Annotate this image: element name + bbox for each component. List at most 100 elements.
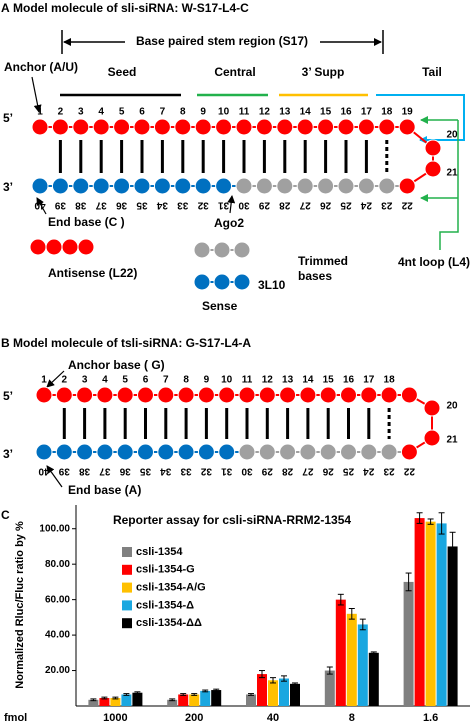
position-number: 9 xyxy=(200,107,206,118)
position-number: 36 xyxy=(119,465,131,476)
error-bar xyxy=(416,512,423,524)
nucleotide xyxy=(233,273,251,291)
five-prime: 5’ xyxy=(3,389,13,403)
position-number: 14 xyxy=(300,107,312,118)
nucleotide xyxy=(157,386,175,404)
position-number: 29 xyxy=(258,199,270,210)
five-prime: 5’ xyxy=(3,111,13,125)
y-tick-label: 80.00 xyxy=(45,559,70,570)
bar xyxy=(178,694,189,706)
nucleotide xyxy=(31,118,49,136)
three-prime: 3’ xyxy=(3,180,13,194)
position-number: 16 xyxy=(340,107,352,118)
position-number: 23 xyxy=(381,199,393,210)
nucleotide xyxy=(235,118,253,136)
position-number: 23 xyxy=(383,465,395,476)
y-tick-label: 60.00 xyxy=(45,594,70,605)
nucleotide xyxy=(360,386,378,404)
nucleotide xyxy=(116,386,134,404)
nucleotide xyxy=(398,177,416,195)
legend-swatch xyxy=(122,618,132,629)
position-number: 19 xyxy=(402,107,414,118)
legend-label: csli-1354-ΔΔ xyxy=(136,617,202,629)
position-number: 2 xyxy=(58,107,64,118)
end-base-arrow xyxy=(46,465,63,488)
position-number: 39 xyxy=(54,199,66,210)
region-label: 3’ Supp xyxy=(302,65,345,79)
nucleotide xyxy=(423,399,441,417)
bar xyxy=(257,674,267,706)
position-number: 20 xyxy=(446,401,458,412)
error-bar xyxy=(202,689,209,693)
nucleotide xyxy=(255,177,273,195)
nucleotide xyxy=(51,177,69,195)
bar xyxy=(425,521,436,706)
nucleotide xyxy=(276,118,294,136)
position-number: 7 xyxy=(160,107,166,118)
nucleotide xyxy=(29,238,47,256)
error-bar xyxy=(248,693,254,696)
position-number: 3 xyxy=(78,107,84,118)
nucleotide xyxy=(255,118,273,136)
chart-title: Reporter assay for csli-siRNA-RRM2-1354 xyxy=(113,513,351,527)
bar xyxy=(335,599,346,706)
bar xyxy=(132,692,143,706)
nucleotide xyxy=(153,177,171,195)
position-number: 12 xyxy=(259,107,271,118)
position-number: 18 xyxy=(381,107,393,118)
position-number: 2 xyxy=(62,375,68,386)
nucleotide xyxy=(194,177,212,195)
nucleotide xyxy=(77,238,95,256)
bar xyxy=(436,523,447,706)
position-number: 40 xyxy=(38,465,50,476)
nucleotide xyxy=(153,118,171,136)
nucleotide xyxy=(72,177,90,195)
panel-title: Model molecule of sli-siRNA: W-S17-L4-C xyxy=(13,1,249,15)
error-bar xyxy=(191,693,198,696)
position-number: 17 xyxy=(361,107,373,118)
position-number: 26 xyxy=(320,199,332,210)
nucleotide xyxy=(337,177,355,195)
error-bar xyxy=(180,693,187,696)
nucleotide xyxy=(61,238,79,256)
position-number: 11 xyxy=(239,107,250,118)
bar xyxy=(121,694,132,706)
position-number: 34 xyxy=(160,465,172,476)
position-number: 38 xyxy=(79,465,91,476)
nucleotide xyxy=(133,118,151,136)
bar xyxy=(99,698,110,706)
position-number: 25 xyxy=(340,199,352,210)
nucleotide xyxy=(357,118,375,136)
nucleotide xyxy=(423,429,441,447)
nucleotide xyxy=(340,386,357,404)
bar xyxy=(189,694,200,706)
legend-label: csli-1354-A/G xyxy=(136,582,206,594)
position-number: 22 xyxy=(401,199,413,210)
position-number: 24 xyxy=(363,465,375,476)
nucleotide xyxy=(319,386,337,404)
position-number: 38 xyxy=(75,199,87,210)
nucleotide xyxy=(398,118,416,136)
bar xyxy=(346,613,357,706)
position-number: 37 xyxy=(95,199,107,210)
nucleotide xyxy=(213,273,231,291)
panel-letter: C xyxy=(1,508,10,522)
error-bar xyxy=(348,608,355,620)
nucleotide xyxy=(194,118,212,136)
position-number: 30 xyxy=(238,199,250,210)
nucleotide xyxy=(55,443,73,461)
region-label: Central xyxy=(214,65,255,79)
position-number: 14 xyxy=(302,375,314,386)
legend-label: Trimmed xyxy=(298,254,348,268)
nucleotide xyxy=(380,386,398,404)
nucleotide xyxy=(116,443,134,461)
legend-swatch xyxy=(122,547,132,557)
position-number: 28 xyxy=(282,465,294,476)
position-number: 22 xyxy=(403,465,415,476)
nucleotide xyxy=(177,386,195,404)
position-number: 3 xyxy=(82,375,88,386)
bar xyxy=(447,546,458,706)
legend-label: csli-1354 xyxy=(136,546,183,558)
position-number: 33 xyxy=(180,465,192,476)
